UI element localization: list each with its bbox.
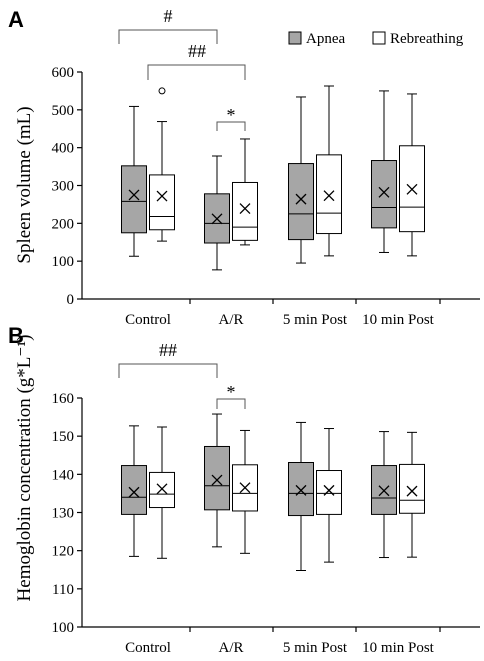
box-rebreathing-control (149, 174, 175, 231)
mean-marker-apnea-5-min-post (295, 193, 307, 205)
bracket-control-ar-hash (118, 29, 218, 44)
box-apnea-5-min-post (288, 163, 314, 241)
mean-marker-rebreathing-a-r (239, 482, 251, 494)
mean-marker-apnea-control (128, 486, 140, 498)
box-apnea-control (121, 165, 147, 234)
legend-label-rebreathing: Rebreathing (390, 31, 464, 47)
box-rebreathing-5-min-post (316, 154, 342, 235)
x-tick-label-10-min-post: 10 min Post (362, 312, 435, 328)
sig-label-star-a: * (227, 105, 236, 125)
plot-area-spleen-volume: 0 100 200 300 400 500 600 Control A/R 5 min Post 1… (52, 65, 480, 328)
x-tick-label-5-min-post: 5 min Post (283, 640, 348, 656)
y-tick-label: 300 (52, 179, 75, 195)
y-axis-label-spleen: Spleen volume (mL) (14, 106, 35, 263)
box-rebreathing-control (149, 471, 175, 509)
y-tick-label: 200 (52, 216, 75, 232)
panel-label-b: B (8, 323, 24, 348)
y-tick-label: 160 (52, 391, 75, 407)
y-tick-label: 140 (52, 467, 75, 483)
mean-marker-apnea-10-min-post (378, 485, 390, 497)
x-tick-label-a-r: A/R (218, 312, 243, 328)
panel-label-a: A (8, 7, 24, 32)
mean-marker-rebreathing-5-min-post (323, 484, 335, 496)
y-tick-label: 100 (52, 620, 75, 636)
mean-marker-apnea-control (128, 189, 140, 201)
mean-marker-rebreathing-a-r (239, 203, 251, 215)
mean-marker-apnea-a-r (211, 213, 223, 225)
legend-label-apnea: Apnea (306, 31, 345, 47)
y-tick-label: 100 (52, 254, 75, 270)
y-tick-label: 500 (52, 103, 75, 119)
significance-brackets-b: ## * (118, 340, 246, 409)
mean-marker-rebreathing-control (156, 483, 168, 495)
mean-marker-rebreathing-10-min-post (406, 485, 418, 497)
bracket-ar-star-a (216, 121, 246, 131)
mean-marker-rebreathing-10-min-post (406, 183, 418, 195)
y-tick-label: 0 (67, 292, 75, 308)
box-apnea-5-min-post (288, 462, 314, 517)
box-rebreathing-5-min-post (316, 470, 342, 515)
legend: Apnea Rebreathing (288, 31, 464, 47)
legend-swatch-rebreathing (372, 31, 386, 45)
plot-area-hemoglobin: 100 110 120 130 140 150 160 Control A/R 5 min Pos… (52, 391, 480, 656)
box-apnea-10-min-post (371, 160, 397, 229)
legend-swatch-apnea (288, 31, 302, 45)
x-tick-label-control: Control (125, 640, 171, 656)
y-axis-label-hemoglobin: Hemoglobin concentration (g*L⁻¹) (14, 335, 35, 602)
x-tick-label-5-min-post: 5 min Post (283, 312, 348, 328)
bracket-control-ar-double-hash-a (147, 64, 246, 80)
sig-label-star-b: * (227, 382, 236, 402)
mean-marker-rebreathing-5-min-post (323, 190, 335, 202)
box-rebreathing-10-min-post (399, 463, 425, 514)
y-tick-label: 150 (52, 429, 75, 445)
box-apnea-control (121, 465, 147, 515)
x-tick-label-control: Control (125, 312, 171, 328)
mean-marker-apnea-5-min-post (295, 484, 307, 496)
significance-brackets-a: # ## * (118, 6, 246, 131)
y-tick-label: 130 (52, 506, 75, 522)
mean-marker-rebreathing-control (156, 190, 168, 202)
y-tick-label: 400 (52, 141, 75, 157)
box-apnea-a-r (204, 445, 230, 511)
y-tick-label: 110 (52, 582, 74, 598)
x-tick-label-10-min-post: 10 min Post (362, 640, 435, 656)
sig-label-hash: # (164, 6, 173, 26)
bracket-control-ar-double-hash-b (118, 363, 218, 378)
sig-label-double-hash-b: ## (159, 340, 177, 360)
y-tick-label: 120 (52, 544, 75, 560)
mean-marker-apnea-a-r (211, 474, 223, 486)
sig-label-double-hash-a: ## (188, 41, 206, 61)
outlier-point-rebreathing-control (158, 87, 166, 95)
x-tick-label-a-r: A/R (218, 640, 243, 656)
bracket-ar-star-b (216, 398, 246, 409)
mean-marker-apnea-10-min-post (378, 186, 390, 198)
box-rebreathing-a-r (232, 181, 258, 241)
y-tick-label: 600 (52, 65, 75, 81)
